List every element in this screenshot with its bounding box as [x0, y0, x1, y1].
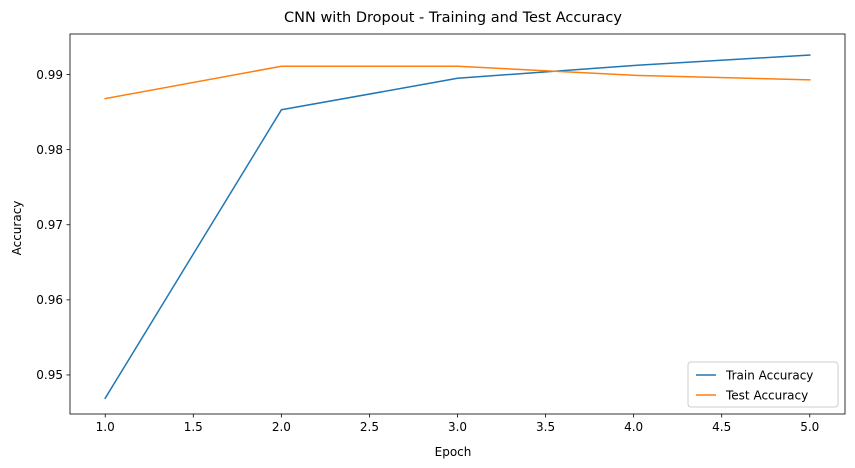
x-axis-label: Epoch: [435, 445, 472, 459]
legend-label-1: Test Accuracy: [725, 388, 808, 402]
legend: Train Accuracy Test Accuracy: [687, 361, 839, 408]
y-tick-label: 0.99: [36, 68, 63, 82]
series-line-0: [104, 54, 811, 400]
x-tick-label: 1.5: [184, 420, 203, 434]
y-tick-label: 0.96: [36, 293, 63, 307]
x-axis: 1.0 1.5 2.0 2.5 3.0 3.5 4.0 4.5 5.0: [96, 414, 819, 434]
x-tick-label: 3.0: [448, 420, 467, 434]
series-line-1: [104, 65, 811, 100]
y-tick-label: 0.95: [36, 368, 63, 382]
x-tick-label: 5.0: [800, 420, 819, 434]
plot-lines: [104, 54, 811, 400]
x-tick-label: 2.5: [360, 420, 379, 434]
plot-frame: [69, 33, 846, 415]
legend-box: [687, 361, 839, 408]
x-tick-label: 1.0: [96, 420, 115, 434]
x-tick-label: 4.5: [712, 420, 731, 434]
x-tick-label: 4.0: [624, 420, 643, 434]
y-tick-label: 0.97: [36, 218, 63, 232]
legend-label-0: Train Accuracy: [725, 368, 813, 382]
chart-title: CNN with Dropout - Training and Test Acc…: [284, 10, 622, 26]
y-tick-label: 0.98: [36, 143, 63, 157]
y-axis-label: Accuracy: [10, 201, 24, 256]
x-tick-label: 2.0: [272, 420, 291, 434]
y-axis: 0.95 0.96 0.97 0.98 0.99: [36, 68, 70, 382]
x-tick-label: 3.5: [536, 420, 555, 434]
